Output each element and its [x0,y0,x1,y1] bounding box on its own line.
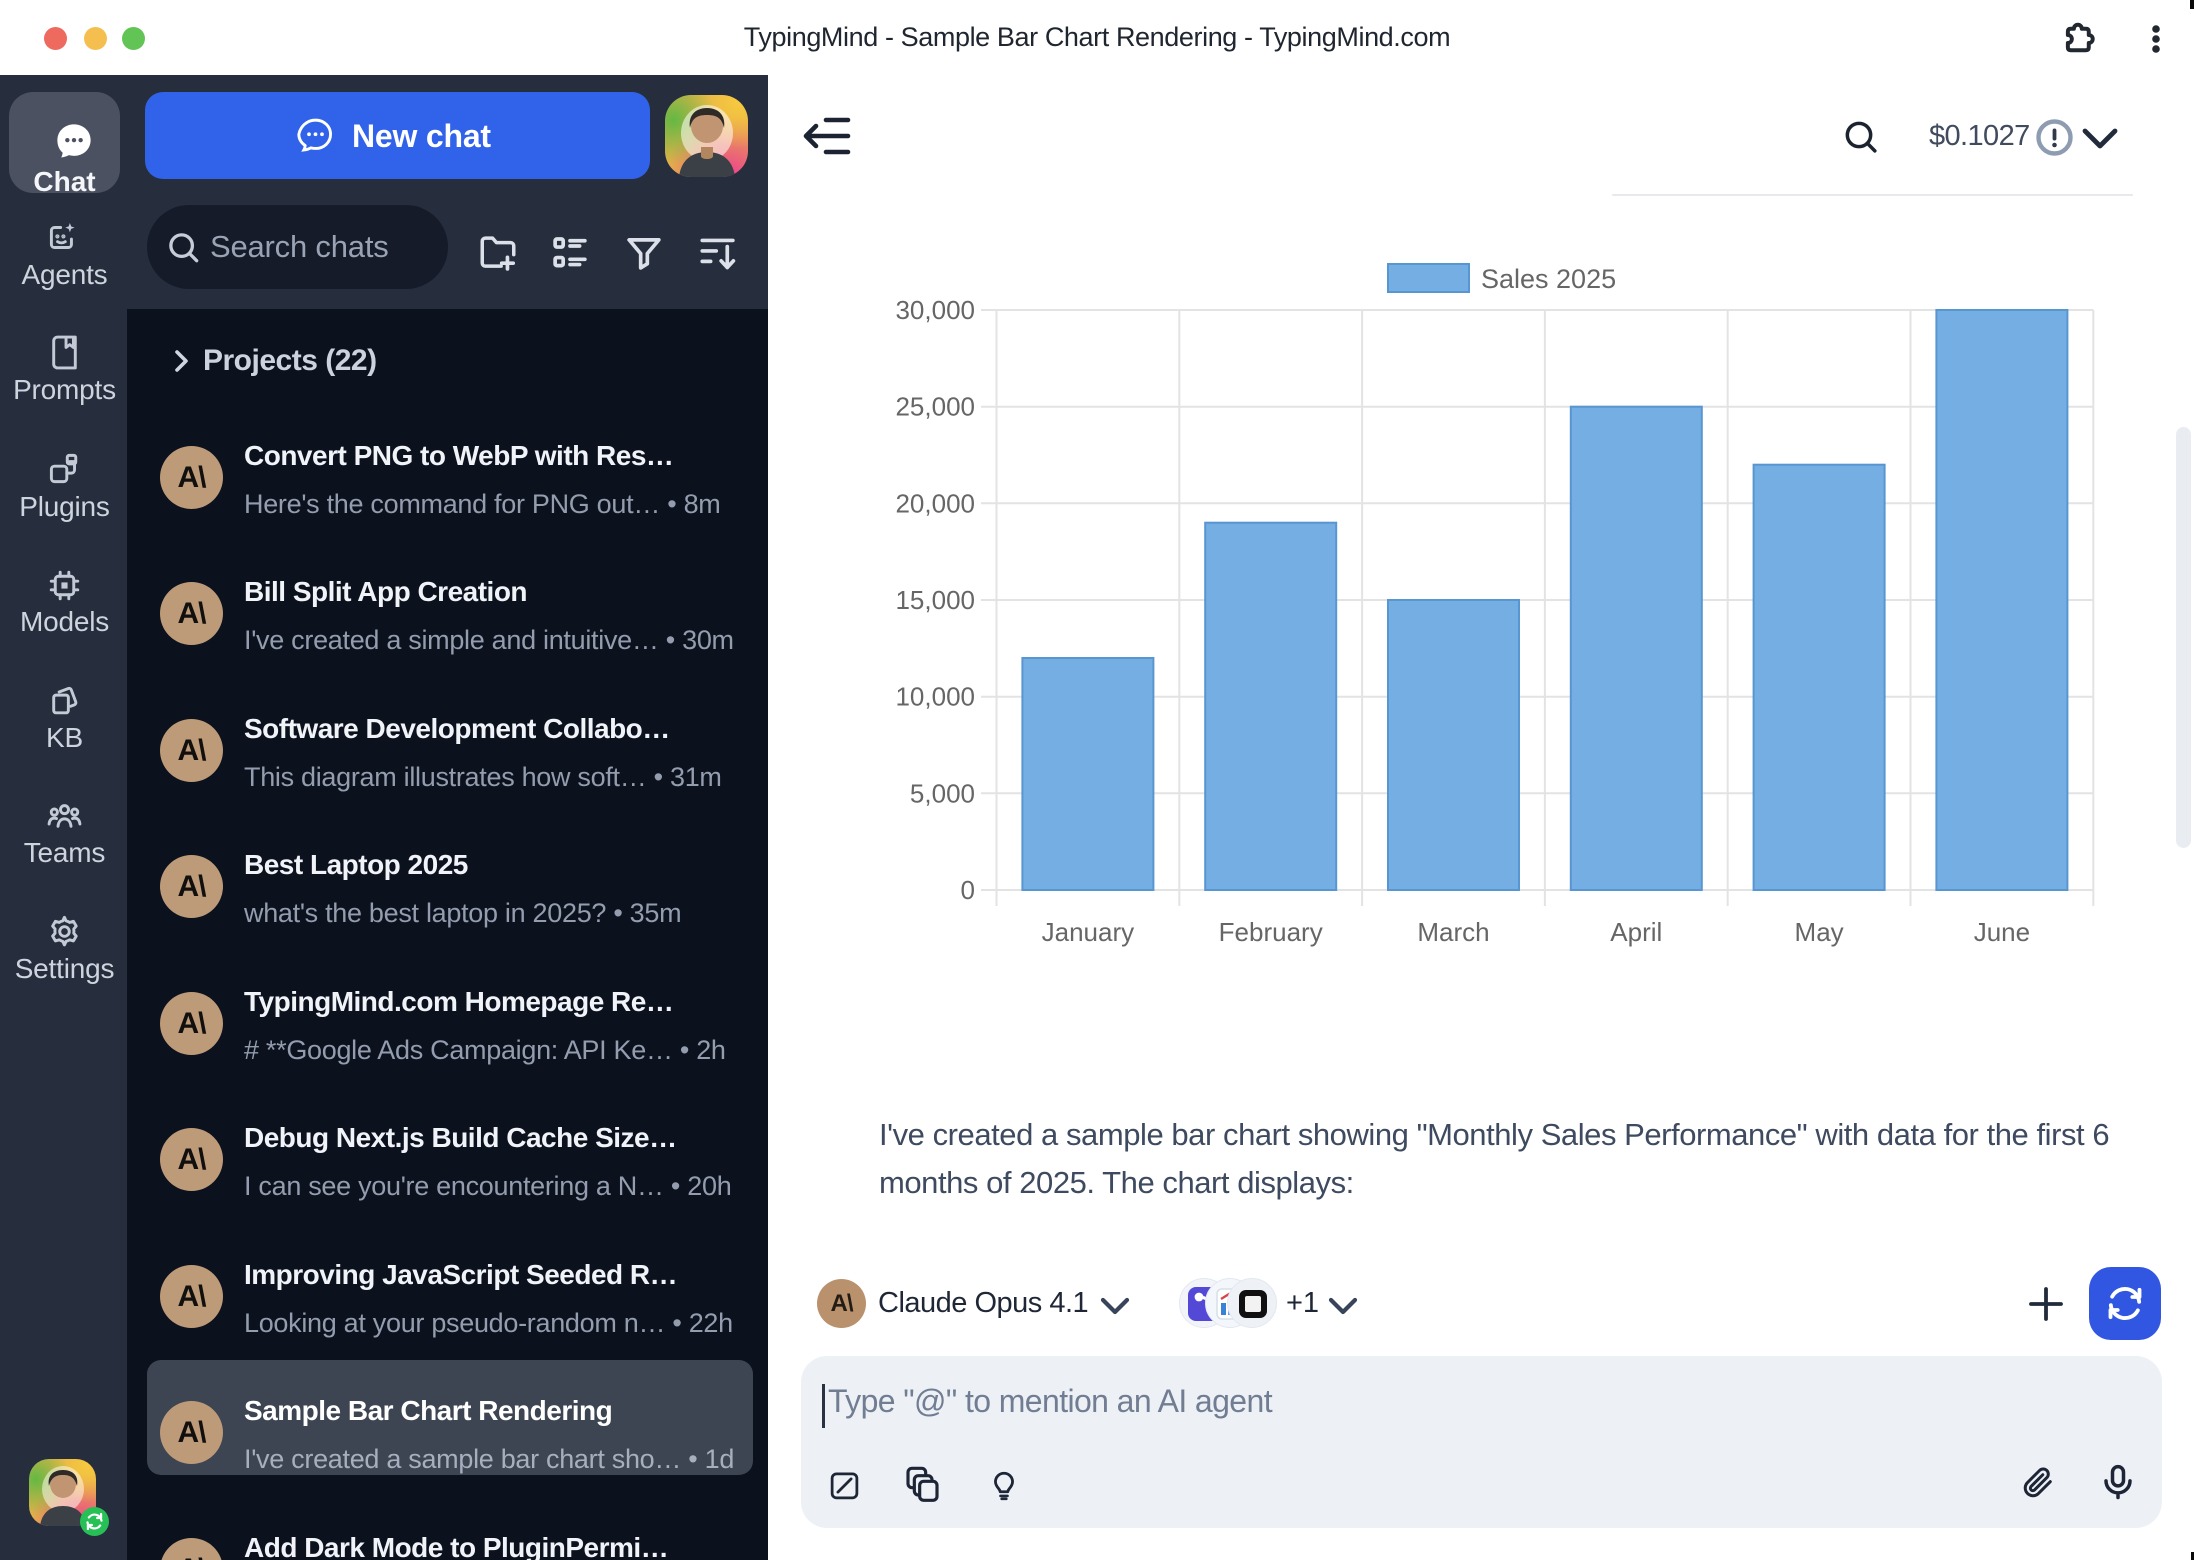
svg-text:0: 0 [961,875,975,905]
svg-text:25,000: 25,000 [895,392,975,422]
svg-text:January: January [1042,917,1135,947]
svg-text:March: March [1417,917,1489,947]
svg-text:20,000: 20,000 [895,488,975,518]
svg-text:5,000: 5,000 [910,778,975,808]
svg-text:Sales 2025: Sales 2025 [1481,264,1616,294]
svg-text:April: April [1610,917,1662,947]
svg-text:30,000: 30,000 [895,295,975,325]
svg-text:May: May [1795,917,1844,947]
svg-text:15,000: 15,000 [895,585,975,615]
svg-text:February: February [1219,917,1323,947]
svg-text:June: June [1974,917,2030,947]
svg-text:10,000: 10,000 [895,682,975,712]
